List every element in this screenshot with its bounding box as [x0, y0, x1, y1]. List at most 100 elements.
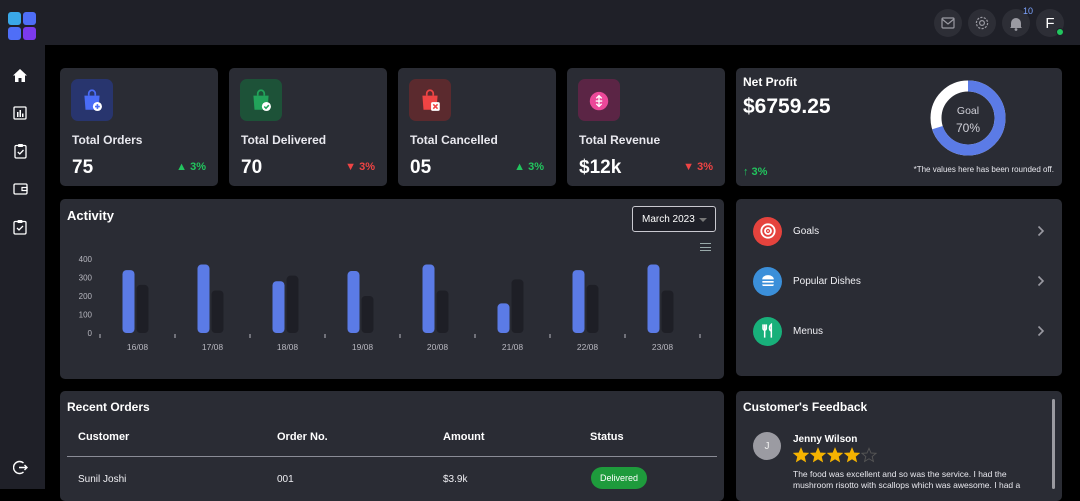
shopping-bag-x-icon: [409, 79, 451, 121]
stat-change: ▼ 3%: [683, 161, 713, 173]
app-logo[interactable]: [8, 12, 36, 40]
clipboard-check-icon: [13, 144, 27, 159]
nav-item-label: Popular Dishes: [793, 275, 861, 287]
recent-orders-title: Recent Orders: [67, 400, 150, 414]
wallet-icon: [12, 183, 28, 195]
feedback-scrollbar[interactable]: [1052, 399, 1055, 489]
burger-icon: [753, 266, 782, 296]
table-header-divider: [67, 456, 717, 457]
net-profit-value: $6759.25: [743, 95, 831, 118]
nav-item-goals[interactable]: Goals: [753, 216, 1045, 246]
bar-chart-icon: [13, 106, 27, 120]
cell-amount: $3.9k: [443, 474, 468, 485]
bar-series-2: [436, 290, 449, 333]
x-tick-label: 22/08: [577, 342, 599, 352]
x-tick-label: 23/08: [652, 342, 674, 352]
column-header-order-no: Order No.: [277, 431, 328, 443]
top-bar: 10 F: [0, 0, 1080, 45]
review-text: The food was excellent and so was the se…: [793, 469, 1021, 490]
reviewer-avatar: J: [753, 432, 781, 460]
quick-nav-card: Goals Popular Dishes Menus: [736, 199, 1062, 376]
stat-card-total-cancelled: Total Cancelled 05 ▲ 3%: [398, 68, 556, 186]
bell-icon: [1010, 17, 1022, 31]
online-status-dot: [1056, 28, 1064, 36]
settings-button[interactable]: [968, 9, 996, 37]
star-filled-icon: [844, 447, 860, 463]
sidebar-item-wallet[interactable]: [11, 180, 29, 198]
goal-label: Goal: [957, 105, 979, 117]
sidebar-item-logout[interactable]: [11, 458, 29, 476]
sidebar-item-home[interactable]: [11, 66, 29, 84]
nav-item-label: Menus: [793, 325, 824, 337]
user-avatar[interactable]: F: [1036, 9, 1064, 37]
nav-item-popular-dishes[interactable]: Popular Dishes: [753, 266, 1045, 296]
star-filled-icon: [827, 447, 843, 463]
bar-series-1: [122, 270, 135, 333]
x-tick-label: 18/08: [277, 342, 299, 352]
column-header-customer: Customer: [78, 431, 130, 443]
y-tick-label: 100: [79, 311, 93, 320]
star-filled-icon: [810, 447, 826, 463]
y-tick-label: 300: [79, 274, 93, 283]
stat-change: ▼ 3%: [345, 161, 375, 173]
logout-icon: [12, 460, 28, 474]
cell-order-no: 001: [277, 474, 294, 485]
feedback-title: Customer's Feedback: [743, 400, 868, 414]
utensils-icon: [753, 316, 782, 346]
mail-icon: [941, 17, 955, 29]
gear-icon: [975, 16, 989, 30]
x-tick-label: 21/08: [502, 342, 524, 352]
net-profit-title: Net Profit: [743, 75, 797, 89]
x-tick-label: 19/08: [352, 342, 374, 352]
stat-label: Total Cancelled: [410, 133, 498, 147]
clipboard-done-icon: [13, 220, 27, 235]
month-select[interactable]: March 2023: [632, 206, 716, 232]
y-tick-label: 400: [79, 255, 93, 264]
home-icon: [13, 68, 27, 82]
chevron-right-icon: [1037, 325, 1045, 337]
star-empty-icon: [861, 447, 877, 463]
column-header-status: Status: [590, 431, 624, 443]
activity-bar-chart: 0 100 200 300 400 16/08 17/08 18/08 19/08 20/08 21…: [79, 255, 701, 352]
sidebar-item-tasks[interactable]: [11, 218, 29, 236]
stat-card-total-orders: Total Orders 75 ▲ 3%: [60, 68, 218, 186]
target-icon: [753, 216, 782, 246]
status-badge: Delivered: [591, 467, 648, 489]
shopping-bag-add-icon: [71, 79, 113, 121]
x-tick-label: 20/08: [427, 342, 449, 352]
reviewer-name: Jenny Wilson: [793, 434, 858, 445]
chevron-down-icon: [699, 218, 707, 222]
bar-series-2: [586, 284, 599, 333]
stat-value: 70: [241, 157, 263, 178]
revenue-icon: [578, 79, 620, 121]
x-tick-label: 16/08: [127, 342, 149, 352]
mail-button[interactable]: [934, 9, 962, 37]
bar-series-1: [497, 303, 510, 333]
stat-label: Total Delivered: [241, 133, 327, 147]
sidebar: [0, 45, 45, 489]
bar-series-2: [211, 290, 224, 333]
bar-series-1: [422, 264, 435, 333]
activity-title: Activity: [67, 208, 114, 223]
net-profit-change: ↑ 3%: [743, 166, 768, 178]
sidebar-item-analytics[interactable]: [11, 104, 29, 122]
bar-series-1: [272, 281, 285, 333]
stat-card-total-revenue: Total Revenue $12k ▼ 3%: [567, 68, 725, 186]
sidebar-item-orders[interactable]: [11, 142, 29, 160]
activity-card: 0 100 200 300 400 16/08 17/08 18/08 19/08 20/08 21…: [60, 199, 724, 379]
chart-menu-icon[interactable]: [700, 243, 711, 251]
goal-percent: 70%: [956, 121, 980, 135]
bar-series-2: [136, 284, 149, 333]
user-initial: F: [1045, 14, 1055, 32]
shopping-bag-check-icon: [240, 79, 282, 121]
bar-series-1: [572, 270, 585, 333]
bar-series-2: [361, 296, 374, 333]
notifications-button[interactable]: 10: [1002, 6, 1033, 37]
bar-series-2: [511, 279, 524, 333]
rounding-note: *The values here has been rounded off.: [913, 165, 1054, 174]
nav-item-label: Goals: [793, 225, 820, 237]
bar-series-1: [197, 264, 210, 333]
bar-series-1: [647, 264, 660, 333]
nav-item-menus[interactable]: Menus: [753, 316, 1045, 346]
stat-card-total-delivered: Total Delivered 70 ▼ 3%: [229, 68, 387, 186]
